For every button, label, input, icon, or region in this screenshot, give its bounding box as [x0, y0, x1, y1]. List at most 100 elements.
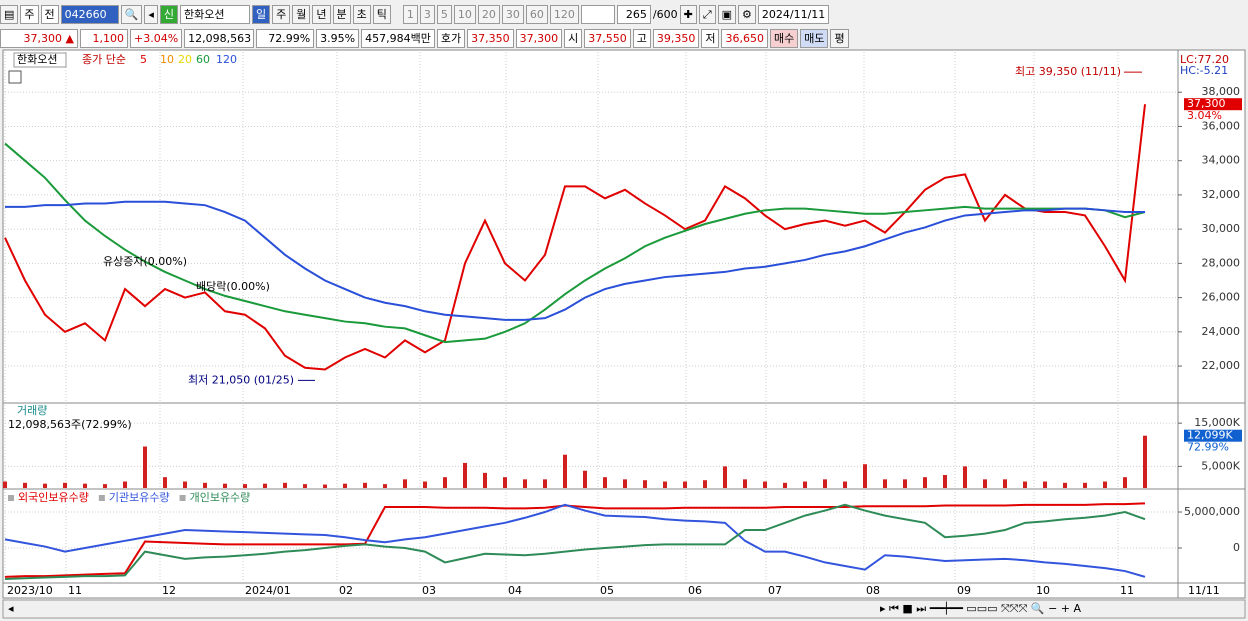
volume-bar	[823, 479, 827, 488]
volume-bar	[323, 484, 327, 488]
x-tick-label: 05	[600, 584, 614, 597]
interval[interactable]: 5	[436, 5, 452, 24]
period[interactable]: 주	[20, 5, 39, 24]
series-line	[4, 104, 1146, 371]
buy-button[interactable]: 매수	[769, 29, 799, 48]
interval[interactable]: 3	[419, 5, 435, 24]
volume-bar	[43, 483, 47, 488]
x-tick-label: 02	[339, 584, 353, 597]
volume-bar	[1143, 435, 1147, 488]
interval[interactable]: 10	[453, 5, 476, 24]
legend-entry: 10	[160, 53, 174, 66]
y-tick-label: 0	[1233, 541, 1240, 554]
x-tick-label: 11	[1120, 584, 1134, 597]
title-box	[13, 52, 67, 68]
corner-label: LC:77.20	[1180, 53, 1229, 66]
tab[interactable]: 주	[272, 5, 291, 24]
interval[interactable]: 60	[525, 5, 548, 24]
last-price-box	[1184, 98, 1242, 111]
chart-area: ◂ ▸ ⏮ ■ ⏭ ━━┿━━ ▭▭▭ ⤧⤧⤧ 🔍 − + A 2023/10 1…	[2, 49, 1246, 619]
prev[interactable]: 전	[40, 5, 59, 24]
y-tick-label: 22,000	[1202, 359, 1241, 372]
interval[interactable]: 120	[549, 5, 579, 24]
x-tick-label: 09	[957, 584, 971, 597]
last-volume-box	[1184, 429, 1242, 442]
annotation: 최저 21,050 (01/25)	[188, 373, 294, 386]
volume-bar	[843, 481, 847, 488]
icon[interactable]: ▤	[0, 5, 19, 24]
series-line	[4, 502, 1146, 578]
tool[interactable]: ⚙	[738, 5, 756, 24]
scrollbar[interactable]	[2, 599, 1246, 619]
x-tick-label: 10	[1036, 584, 1050, 597]
sell-button[interactable]: 매도	[800, 29, 829, 48]
search[interactable]: 🔍	[120, 5, 143, 24]
interval[interactable]: 30	[501, 5, 524, 24]
volume-bar	[523, 479, 527, 488]
rate: 3.95%	[316, 29, 360, 48]
icon	[8, 70, 22, 84]
price: 37,300 ▲	[0, 29, 78, 48]
code[interactable]: 042660	[60, 5, 119, 24]
x-tick-label: 2024/01	[245, 584, 291, 597]
volume-bar	[603, 477, 607, 488]
count[interactable]: 265	[616, 5, 651, 24]
tab[interactable]: 일	[252, 5, 271, 24]
toolbar: ▤ 주 전 042660 🔍 ◂ 신 한화오션 일 주 월 년 분 초 틱 1 …	[0, 5, 1248, 24]
high: 39,350	[652, 29, 700, 48]
y-tick-label: 32,000	[1202, 188, 1241, 201]
tool[interactable]: ⤢	[698, 5, 716, 24]
legend-swatch	[8, 495, 14, 501]
last-change: 3.04%	[1187, 109, 1222, 122]
tool[interactable]: ▣	[717, 5, 737, 24]
y-tick-label: 36,000	[1202, 119, 1241, 132]
volume-bar	[1063, 482, 1067, 488]
tab[interactable]: 초	[352, 5, 371, 24]
interval[interactable]: 20	[477, 5, 500, 24]
annotation: 유상증자(0.00%)	[103, 255, 187, 268]
new-badge: 신	[159, 5, 179, 24]
x-tick-label: 06	[688, 584, 702, 597]
interval[interactable]: 1	[402, 5, 418, 24]
high-label: 고	[632, 29, 651, 48]
scroll-controls[interactable]: ▸ ⏮ ■ ⏭ ━━┿━━ ▭▭▭ ⤧⤧⤧ 🔍 − + A	[880, 601, 1082, 615]
volume-bar	[363, 482, 367, 488]
volume-bar	[223, 483, 227, 488]
chart-background	[2, 49, 1246, 599]
tab[interactable]: 분	[332, 5, 351, 24]
legend-entry: 20	[178, 53, 192, 66]
legend-entry: 외국인보유수량	[18, 491, 89, 504]
volume-bar	[483, 472, 487, 488]
ask: 37,300	[515, 29, 563, 48]
series-line	[4, 503, 1146, 578]
sound[interactable]: ◂	[144, 5, 158, 24]
volume-bar	[803, 481, 807, 488]
date[interactable]: 2024/11/11	[757, 5, 830, 24]
annotation: 배당락(0.00%)	[196, 280, 270, 293]
x-last-label: 11/11	[1188, 584, 1220, 597]
volume-bar	[183, 481, 187, 488]
series-line	[4, 142, 1146, 344]
scroll-left[interactable]: ◂	[8, 602, 14, 615]
tab[interactable]: 틱	[372, 5, 391, 24]
volume-bar	[443, 477, 447, 488]
volume-bar	[1023, 481, 1027, 488]
legend-entry: 기관보유수량	[109, 491, 170, 504]
tool[interactable]: ✚	[679, 5, 697, 24]
volume-bar	[163, 477, 167, 488]
last-price-label: 37,300	[1187, 97, 1226, 110]
volume-bar	[1003, 479, 1007, 488]
change: 1,100	[80, 29, 128, 48]
volume-bar	[143, 446, 147, 488]
avg-button[interactable]: 평	[830, 29, 849, 48]
volume-bar	[883, 479, 887, 488]
blank[interactable]	[580, 5, 615, 24]
tab[interactable]: 월	[292, 5, 311, 24]
series-line	[5, 200, 1145, 321]
volume-bar	[23, 482, 27, 488]
y-tick-label: 5,000,000	[1184, 505, 1240, 518]
chart-title: 거래량	[17, 404, 47, 417]
tab[interactable]: 년	[312, 5, 331, 24]
x-tick-label: 11	[68, 584, 82, 597]
turnover: 72.99%	[256, 29, 315, 48]
